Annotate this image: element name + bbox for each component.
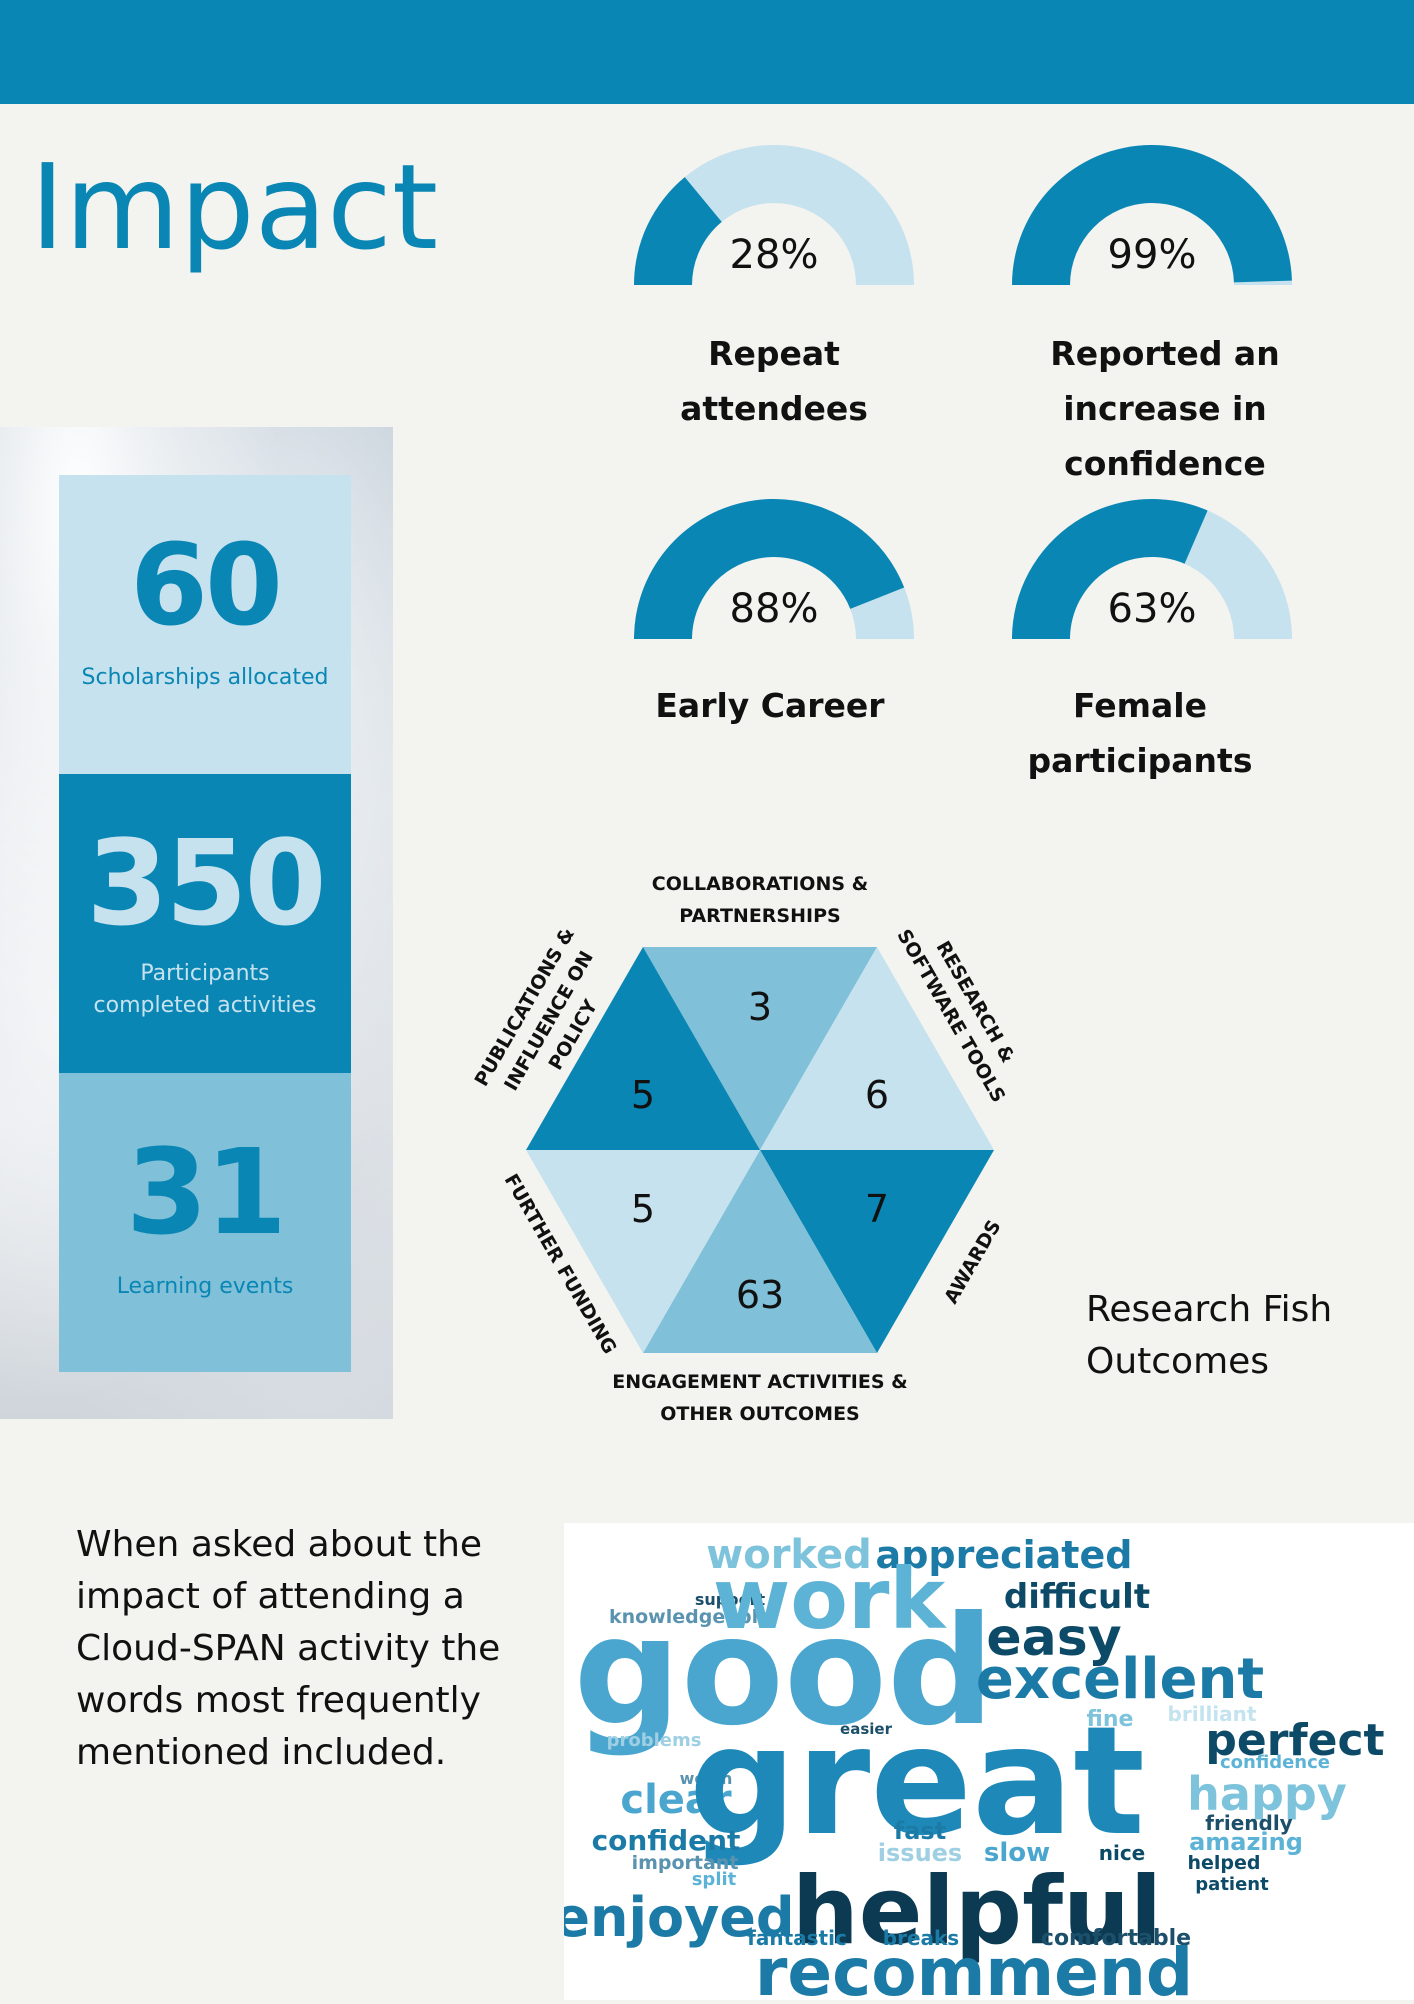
word: support (695, 1590, 766, 1609)
stat-value: 60 (130, 521, 283, 651)
gauge-fill (634, 177, 722, 285)
word: easy (986, 1608, 1121, 1668)
word: worth (680, 1769, 733, 1788)
segment-value: 3 (748, 985, 772, 1029)
gauge-caption: Early Career (655, 686, 885, 725)
gauge-track (634, 145, 914, 285)
gauge-confidence: 99% (1012, 145, 1292, 290)
word: confident (592, 1824, 741, 1857)
word: knowledgeable (609, 1606, 771, 1628)
gauge-percent-label: 99% (1107, 232, 1197, 278)
word: appreciated (876, 1533, 1133, 1577)
word: slow (984, 1838, 1050, 1868)
stat-value: 350 (86, 814, 326, 952)
segment-collaborations (643, 947, 877, 1150)
gauge-percent-label: 28% (729, 232, 819, 278)
word: nice (1099, 1841, 1146, 1865)
word: brilliant (1168, 1702, 1257, 1726)
segment-awards (760, 1150, 994, 1353)
word: happy (1187, 1767, 1347, 1821)
word: work (713, 1550, 948, 1648)
word: fantastic (747, 1926, 847, 1950)
word: problems (607, 1730, 702, 1751)
word: helped (1187, 1852, 1260, 1874)
word: easier (840, 1720, 893, 1738)
gauge-caption: Repeat attendees (680, 334, 868, 428)
word: excellent (976, 1647, 1264, 1712)
gauge-caption: Female participants (1027, 686, 1253, 780)
word: breaks (883, 1926, 959, 1950)
gauge-female: 63% (1012, 499, 1292, 644)
word: important (632, 1852, 739, 1874)
gauge-fill (1012, 499, 1208, 639)
word-cloud-intro: When asked about the impact of attending… (76, 1524, 501, 1773)
word: difficult (1004, 1577, 1150, 1617)
segment-value: 5 (631, 1073, 655, 1117)
gauge-fill (1012, 145, 1292, 285)
gauge-percent-label: 88% (729, 586, 819, 632)
stat-label: Learning events (116, 1274, 294, 1299)
word: comfortable (1041, 1926, 1191, 1951)
stat-value: 31 (125, 1123, 287, 1261)
segment-value: 7 (865, 1187, 889, 1231)
segment-further-funding (526, 1150, 760, 1353)
word-cloud: worked appreciated support knowledgeable… (553, 1523, 1414, 2004)
stat-card-learning-events: 31 Learning events (59, 1073, 351, 1372)
stat-card-scholarships: 60 Scholarships allocated (59, 475, 351, 774)
gauge-percent-label: 63% (1107, 586, 1197, 632)
word: enjoyed (564, 1886, 795, 1949)
word: great (689, 1695, 1145, 1869)
word: patient (1195, 1874, 1269, 1895)
segment-value: 5 (631, 1187, 655, 1231)
segment-value: 6 (865, 1073, 889, 1117)
research-fish-title: Research Fish Outcomes (1086, 1289, 1333, 1382)
segment-label: AWARDS (940, 1216, 1005, 1307)
gauge-early-career: 88% (634, 499, 914, 644)
word: issues (878, 1839, 962, 1867)
gauge-fill (634, 499, 905, 639)
stat-label: Participants completed activities (93, 961, 317, 1018)
segment-publications (526, 947, 760, 1150)
word: split (692, 1869, 737, 1890)
research-outcomes-hexagon: 3 6 7 63 5 5 COLLABORATIONS & PARTNERSHIP… (470, 873, 1018, 1425)
word: confidence (1220, 1752, 1330, 1773)
word: fine (1087, 1707, 1134, 1732)
word: good (574, 1585, 995, 1759)
header-bar (0, 0, 1414, 104)
word: perfect (1205, 1715, 1384, 1766)
word: fast (894, 1817, 946, 1845)
stat-label: Scholarships allocated (81, 665, 329, 690)
gauge-repeat-attendees: 28% (634, 145, 914, 290)
segment-label: COLLABORATIONS & PARTNERSHIPS (652, 873, 868, 927)
gauge-caption: Reported an increase in confidence (1050, 334, 1280, 483)
segment-engagement (643, 1150, 877, 1353)
segment-label: ENGAGEMENT ACTIVITIES & OTHER OUTCOMES (612, 1371, 907, 1425)
segment-research-tools (760, 947, 994, 1150)
word: clear (620, 1777, 732, 1823)
word: recommend (755, 1934, 1193, 2000)
word: amazing (1189, 1828, 1303, 1856)
segment-value: 63 (736, 1273, 784, 1317)
page-title: Impact (30, 138, 439, 276)
word: worked (706, 1532, 871, 1578)
stat-card-participants: 350 Participants completed activities (59, 774, 351, 1073)
word: helpful (792, 1857, 1162, 1966)
word: friendly (1205, 1811, 1292, 1835)
